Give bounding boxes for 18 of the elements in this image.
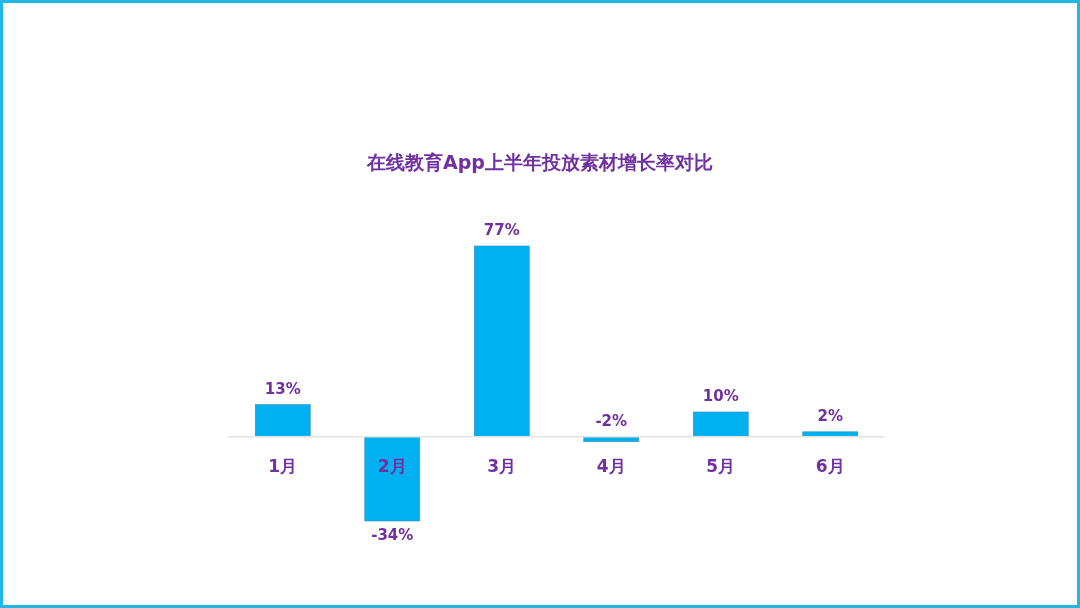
- x-tick-label: 6月: [815, 456, 845, 476]
- data-label: 2%: [817, 406, 843, 425]
- data-label: -34%: [371, 526, 414, 544]
- x-tick-label: 1月: [268, 456, 298, 476]
- x-tick-label: 2月: [377, 456, 407, 476]
- data-label: 13%: [264, 379, 301, 398]
- bar: [364, 436, 421, 522]
- bar: [473, 245, 530, 438]
- x-tick-label: 3月: [487, 456, 517, 476]
- chart-title: 在线教育App上半年投放素材增长率对比: [366, 151, 713, 173]
- data-label: 77%: [483, 221, 520, 239]
- x-tick-label: 5月: [706, 456, 736, 476]
- data-label: 10%: [702, 386, 739, 405]
- x-tick-label: 4月: [596, 456, 626, 476]
- bar: [254, 404, 311, 438]
- bar: [802, 431, 859, 438]
- bar: [692, 411, 749, 438]
- data-label: -2%: [595, 411, 628, 430]
